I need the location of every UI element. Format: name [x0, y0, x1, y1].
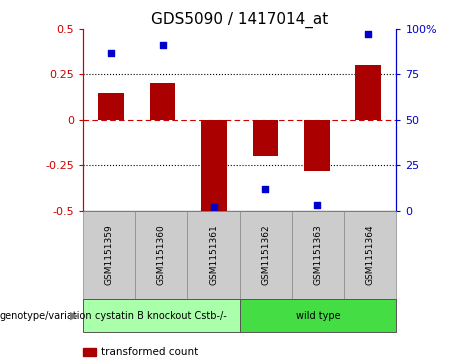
Text: transformed count: transformed count: [101, 347, 199, 357]
Bar: [201, 120, 227, 211]
Text: GSM1151360: GSM1151360: [157, 225, 166, 285]
Text: GSM1151363: GSM1151363: [313, 225, 323, 285]
Bar: [253, 120, 278, 156]
Bar: [304, 120, 330, 171]
Text: ▶: ▶: [70, 311, 78, 321]
Bar: [98, 93, 124, 120]
Text: GSM1151359: GSM1151359: [105, 225, 113, 285]
Text: genotype/variation: genotype/variation: [0, 311, 93, 321]
Point: [313, 202, 320, 208]
Text: cystatin B knockout Cstb-/-: cystatin B knockout Cstb-/-: [95, 311, 227, 321]
Text: GSM1151364: GSM1151364: [366, 225, 375, 285]
Bar: [150, 83, 176, 120]
Text: wild type: wild type: [296, 311, 340, 321]
Point: [107, 50, 115, 56]
Point: [210, 204, 218, 210]
Point: [159, 42, 166, 48]
Text: GSM1151362: GSM1151362: [261, 225, 270, 285]
Point: [365, 32, 372, 37]
Title: GDS5090 / 1417014_at: GDS5090 / 1417014_at: [151, 12, 328, 28]
Bar: [355, 65, 381, 120]
Point: [262, 186, 269, 192]
Text: GSM1151361: GSM1151361: [209, 225, 218, 285]
